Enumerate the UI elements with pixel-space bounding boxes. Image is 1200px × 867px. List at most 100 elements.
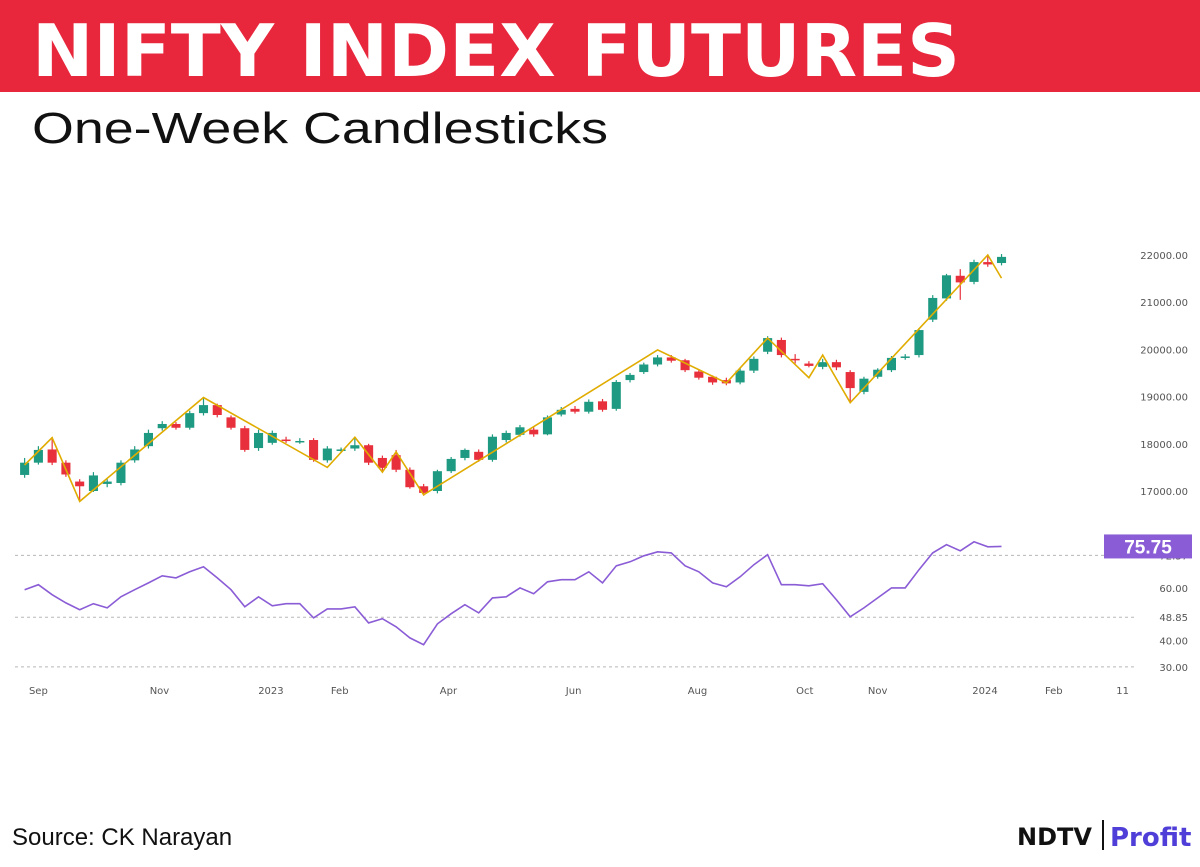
x-tick-label: Jun [565, 686, 582, 697]
y-tick-label: 19000.00 [1140, 393, 1188, 404]
last-value-label: 75.75 [1124, 537, 1172, 558]
y-tick-label: 22000.00 [1140, 251, 1188, 262]
candle-body [88, 475, 98, 491]
candle-body [570, 408, 580, 412]
rsi-line [24, 540, 1002, 646]
y-tick-label: 60.00 [1159, 584, 1188, 595]
title-band [0, 0, 1200, 92]
candle-body [75, 481, 85, 487]
title: NIFTY INDEX FUTURES [32, 9, 960, 93]
candle-body [597, 401, 608, 410]
candle-body [611, 381, 621, 409]
plot-area: 17000.00 18000.00 19000.00 20000.00 21000.00… [15, 251, 1192, 697]
candle-body [694, 371, 704, 378]
candle-body [859, 378, 869, 392]
x-tick-label: Apr [440, 686, 458, 697]
candle-body [845, 372, 855, 389]
candle-body [157, 423, 167, 429]
candle-body [281, 439, 291, 442]
candle-body [914, 330, 924, 356]
candle-body [322, 448, 332, 461]
candle-body [542, 417, 553, 435]
y-tick-label: 48.85 [1159, 613, 1188, 624]
candle-body [653, 357, 663, 365]
candle-body [639, 364, 649, 373]
candle-body [804, 363, 814, 366]
candle-body [886, 357, 897, 371]
candle-body [831, 362, 841, 368]
candle-body [941, 275, 952, 299]
candle-body [377, 457, 387, 468]
candle-body [460, 449, 470, 458]
x-tick-label: 2024 [972, 686, 997, 697]
y-tick-label: 20000.00 [1140, 345, 1188, 356]
candle-body [295, 440, 305, 443]
candle-body [405, 469, 415, 488]
candle-body [33, 449, 43, 463]
x-tick-label: Nov [868, 686, 888, 697]
x-tick-label: Feb [331, 686, 349, 697]
candle-body [501, 432, 511, 441]
y-tick-label: 21000.00 [1140, 298, 1188, 309]
candle-body [185, 413, 195, 428]
zigzag-line [24, 253, 1003, 503]
candle-body [763, 338, 773, 352]
candle-body [515, 427, 525, 435]
y-tick-label: 17000.00 [1140, 487, 1188, 498]
candle-body [20, 462, 30, 475]
candle-body [776, 339, 786, 356]
x-tick-label: Aug [688, 686, 708, 697]
candle-body [790, 358, 800, 361]
candle-body [928, 297, 938, 320]
x-tick-label: Oct [796, 686, 813, 697]
candle-body [556, 409, 566, 415]
candle-body [391, 455, 401, 470]
y-tick-label: 18000.00 [1140, 440, 1188, 451]
candle-body [529, 429, 539, 435]
x-tick-label: Feb [1045, 686, 1063, 697]
y-tick-label: 40.00 [1159, 637, 1188, 648]
candle-body [680, 360, 690, 371]
candle-body [666, 357, 676, 361]
candle-body [735, 370, 745, 383]
candle-body [749, 358, 759, 371]
brand-profit: Profit [1110, 823, 1191, 853]
x-tick-label: Nov [150, 686, 170, 697]
candle-body [336, 449, 346, 451]
candle-body [240, 428, 250, 450]
subtitle: One-Week Candlesticks [32, 104, 608, 153]
x-tick-label: Sep [29, 686, 48, 697]
brand-ndtv: NDTV [1017, 823, 1092, 851]
candle-body [267, 432, 277, 443]
candle-body [446, 458, 456, 472]
candle-body [996, 256, 1007, 264]
candle-body [900, 356, 910, 358]
y-tick-label: 30.00 [1159, 663, 1188, 674]
candle-body [419, 486, 429, 493]
candle-body [350, 445, 360, 449]
candle-body [584, 401, 594, 412]
candle-body [171, 423, 181, 428]
candle-body [102, 481, 112, 484]
x-tick-label: 11 [1116, 686, 1129, 697]
candle-body [143, 432, 154, 447]
candle-body [625, 374, 635, 381]
candle-body [198, 405, 209, 414]
candle-body [116, 462, 126, 483]
source: Source: CK Narayan [12, 824, 232, 851]
candle-body [226, 417, 236, 428]
x-tick-label: 2023 [258, 686, 283, 697]
candle-body [969, 262, 979, 282]
candle-body [721, 380, 731, 384]
candle-body [432, 471, 442, 491]
candle-body [212, 405, 222, 416]
candle-body [253, 432, 264, 449]
candle-body [474, 451, 484, 460]
candle-body [487, 436, 497, 460]
candle-body [47, 449, 57, 463]
candle-body [955, 275, 965, 283]
candle-body [983, 262, 993, 265]
candle-body [818, 362, 828, 367]
last-value-tag [1104, 534, 1192, 559]
